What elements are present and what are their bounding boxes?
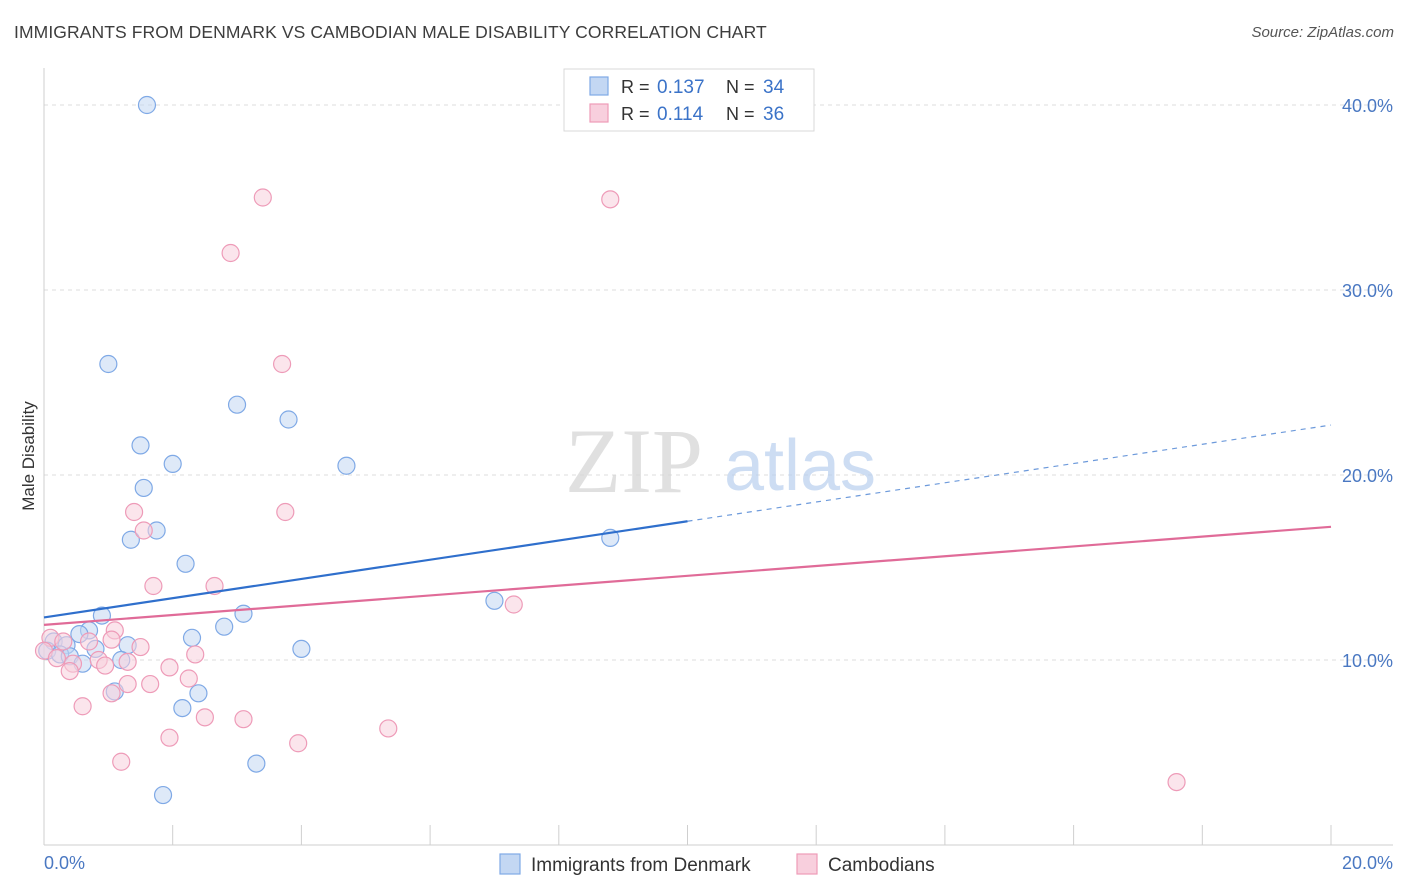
bottom-legend-label-cambodians: Cambodians (828, 855, 935, 876)
axes (43, 68, 1393, 846)
legend-r-label-cambodians: R = (621, 104, 650, 124)
point-cambodians-34 (289, 734, 308, 753)
point-cambodians-9 (504, 595, 523, 614)
chart-title: IMMIGRANTS FROM DENMARK VS CAMBODIAN MAL… (14, 22, 767, 42)
point-denmark-18 (182, 628, 202, 647)
y-tick-labels: 10.0% 20.0% 30.0% 40.0% (1342, 96, 1393, 671)
trend-line-denmark (43, 520, 688, 619)
data-points (34, 95, 1186, 805)
legend-swatch-denmark (589, 76, 609, 96)
point-denmark-22 (292, 639, 311, 659)
point-cambodians-30 (195, 708, 214, 727)
point-denmark-33 (153, 785, 173, 805)
watermark-atlas: atlas (724, 426, 876, 506)
point-cambodians-31 (234, 710, 253, 729)
y-axis-label: Male Disability (19, 401, 38, 511)
point-denmark-12 (485, 591, 504, 610)
point-cambodians-15 (131, 637, 150, 657)
gridlines (44, 104, 1393, 661)
y-tick-label-20: 20.0% (1342, 466, 1393, 486)
point-cambodians-35 (112, 752, 131, 771)
point-cambodians-26 (141, 674, 160, 694)
point-cambodians-6 (134, 521, 153, 540)
bottom-legend-swatch-denmark (499, 853, 521, 875)
trend-lines (43, 424, 1332, 626)
trend-line-denmark-extension (687, 424, 1332, 522)
legend-r-value-cambodians: 0.114 (657, 104, 704, 125)
point-cambodians-5 (276, 502, 295, 522)
legend-n-value-denmark: 34 (763, 77, 785, 98)
watermark-zip: ZIP (565, 410, 703, 512)
legend-n-label-cambodians: N = (726, 104, 755, 124)
point-denmark-1 (99, 354, 118, 374)
y-tick-label-10: 10.0% (1342, 651, 1393, 671)
point-denmark-11 (176, 554, 195, 573)
x-tick-labels: 0.0% 20.0% (44, 853, 1393, 873)
point-cambodians-14 (54, 632, 73, 651)
point-denmark-15 (215, 617, 234, 636)
point-denmark-31 (173, 698, 192, 718)
point-denmark-4 (131, 436, 150, 455)
legend-top: R = 0.137 N = 34 R = 0.114 N = 36 (563, 68, 815, 132)
bottom-legend-swatch-cambodians (796, 853, 818, 875)
point-denmark-32 (247, 754, 266, 773)
legend-r-value-denmark: 0.137 (657, 77, 705, 98)
legend-n-value-cambodians: 36 (763, 104, 784, 125)
point-cambodians-1 (601, 190, 620, 209)
legend-n-label-denmark: N = (726, 77, 755, 97)
point-cambodians-0 (253, 188, 272, 207)
x-tick-label-max: 20.0% (1342, 853, 1393, 873)
point-cambodians-33 (160, 728, 179, 747)
point-denmark-14 (234, 604, 253, 623)
legend-bottom: Immigrants from Denmark Cambodians (499, 853, 935, 876)
point-cambodians-25 (179, 669, 198, 688)
point-cambodians-28 (102, 684, 121, 703)
bottom-legend-label-denmark: Immigrants from Denmark (531, 855, 751, 876)
point-cambodians-22 (96, 656, 115, 675)
point-cambodians-3 (272, 354, 292, 374)
point-cambodians-32 (379, 719, 398, 738)
point-cambodians-12 (102, 630, 121, 649)
point-denmark-6 (337, 456, 356, 475)
chart-source: Source: ZipAtlas.com (1251, 24, 1394, 41)
point-cambodians-4 (124, 502, 144, 522)
point-denmark-2 (227, 395, 247, 414)
point-cambodians-27 (118, 674, 137, 694)
point-cambodians-23 (160, 658, 179, 677)
x-tick-label-min: 0.0% (44, 853, 85, 873)
trend-line-cambodians (43, 525, 1332, 626)
y-tick-label-30: 30.0% (1342, 281, 1393, 301)
point-cambodians-36 (1167, 772, 1186, 792)
point-denmark-9 (121, 530, 140, 549)
legend-swatch-cambodians (589, 103, 609, 123)
point-denmark-0 (137, 95, 157, 115)
point-cambodians-17 (186, 645, 205, 664)
legend-r-label-denmark: R = (621, 77, 650, 97)
point-cambodians-7 (144, 576, 163, 596)
watermark: ZIP atlas (565, 410, 876, 512)
point-denmark-30 (189, 684, 208, 703)
point-cambodians-2 (221, 243, 240, 263)
point-cambodians-29 (73, 697, 92, 716)
point-cambodians-20 (118, 652, 137, 671)
y-tick-label-40: 40.0% (1342, 96, 1393, 116)
point-cambodians-24 (60, 661, 79, 681)
point-denmark-3 (279, 410, 298, 429)
point-denmark-5 (163, 454, 182, 473)
point-cambodians-13 (79, 632, 99, 651)
point-cambodians-18 (47, 649, 66, 668)
point-denmark-7 (134, 478, 153, 498)
